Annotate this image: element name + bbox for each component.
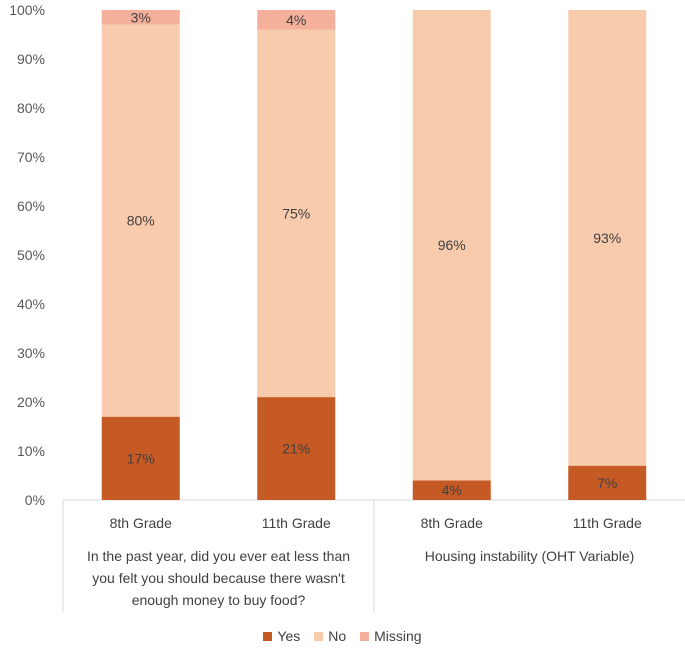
legend-label: Yes xyxy=(277,628,301,644)
data-label: 75% xyxy=(282,205,310,221)
legend-item-missing: Missing xyxy=(360,628,422,644)
y-tick-label: 100% xyxy=(9,2,45,18)
bar-segment-yes xyxy=(412,480,491,500)
x-category-label: 8th Grade xyxy=(421,515,483,531)
x-group-label: enough money to buy food? xyxy=(132,592,306,608)
bar-segment-no xyxy=(257,29,336,398)
bar-segment-yes xyxy=(101,416,180,500)
data-label: 21% xyxy=(282,441,310,457)
data-label: 93% xyxy=(593,230,621,246)
bar-segment-no xyxy=(101,24,180,417)
x-category-label: 8th Grade xyxy=(110,515,172,531)
y-tick-label: 60% xyxy=(17,198,45,214)
data-label: 17% xyxy=(127,450,155,466)
data-label: 3% xyxy=(131,9,151,25)
data-label: 4% xyxy=(442,482,462,498)
x-category-label: 11th Grade xyxy=(262,515,331,531)
legend-label: No xyxy=(328,628,347,644)
y-tick-label: 40% xyxy=(17,296,45,312)
bar-segment-missing xyxy=(101,10,180,25)
y-tick-label: 90% xyxy=(17,51,45,67)
legend-item-no: No xyxy=(314,628,346,644)
bar-segment-yes xyxy=(568,465,647,500)
data-label: 7% xyxy=(597,475,617,491)
bar-segment-no xyxy=(568,10,647,466)
y-tick-label: 80% xyxy=(17,100,45,116)
data-label: 4% xyxy=(286,12,306,28)
y-tick-label: 0% xyxy=(25,492,45,508)
legend-swatch xyxy=(314,631,324,641)
legend-label: Missing xyxy=(374,628,422,644)
stacked-bar-chart: 0% 10% 20% 30% 40% 50% 60% 70% 80% 90% 100% 17% 80% 3… xyxy=(9,2,685,612)
x-group-label: In the past year, did you ever eat less … xyxy=(87,548,350,564)
bar-segment-yes xyxy=(257,397,336,500)
data-label: 96% xyxy=(438,237,466,253)
x-group-label: you felt you should because there wasn't xyxy=(92,570,345,586)
bar-segment-missing xyxy=(257,10,336,30)
y-tick-label: 30% xyxy=(17,345,45,361)
legend-swatch xyxy=(360,631,370,641)
bar-segment-no xyxy=(412,10,491,481)
y-tick-label: 50% xyxy=(17,247,45,263)
x-group-label: Housing instability (OHT Variable) xyxy=(425,548,635,564)
legend-item-yes: Yes xyxy=(263,628,300,644)
data-label: 80% xyxy=(127,213,155,229)
y-tick-label: 20% xyxy=(17,394,45,410)
legend-swatch xyxy=(263,631,273,641)
y-tick-label: 10% xyxy=(17,443,45,459)
x-category-label: 11th Grade xyxy=(573,515,642,531)
legend: Yes No Missing xyxy=(0,628,685,644)
y-tick-label: 70% xyxy=(17,149,45,165)
